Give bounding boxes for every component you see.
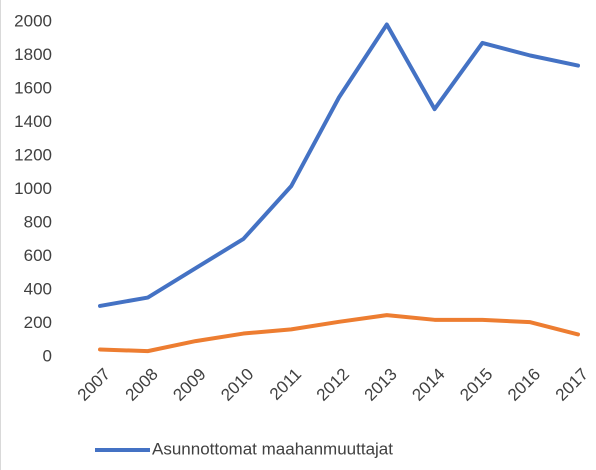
line-series (98, 22, 580, 308)
x-tick-label: 2016 (504, 365, 544, 405)
x-tick-label: 2013 (361, 365, 401, 405)
x-tick-label: 2015 (456, 365, 496, 405)
x-tick-label: 2008 (122, 365, 162, 405)
x-tick-label: 2011 (266, 365, 305, 404)
x-tick-label: 2007 (74, 365, 114, 405)
line-series (98, 313, 580, 354)
x-tick-label: 2010 (217, 365, 257, 405)
x-tick-label: 2009 (169, 365, 209, 405)
y-tick-label: 1800 (14, 45, 52, 64)
y-tick-label: 200 (24, 313, 52, 332)
y-tick-label: 2000 (14, 11, 52, 30)
x-tick-label: 2012 (313, 365, 353, 405)
y-tick-label: 1000 (14, 179, 52, 198)
y-tick-label: 0 (43, 346, 52, 365)
x-tick-label: 2017 (552, 365, 592, 405)
y-tick-label: 600 (24, 246, 52, 265)
y-tick-label: 1200 (14, 145, 52, 164)
y-tick-label: 800 (24, 212, 52, 231)
y-tick-label: 1400 (14, 112, 52, 131)
x-tick-label: 2014 (408, 365, 448, 405)
y-tick-label: 400 (24, 279, 52, 298)
y-tick-label: 1600 (14, 78, 52, 97)
legend-label: Asunnottomat maahanmuuttajat (152, 439, 393, 458)
